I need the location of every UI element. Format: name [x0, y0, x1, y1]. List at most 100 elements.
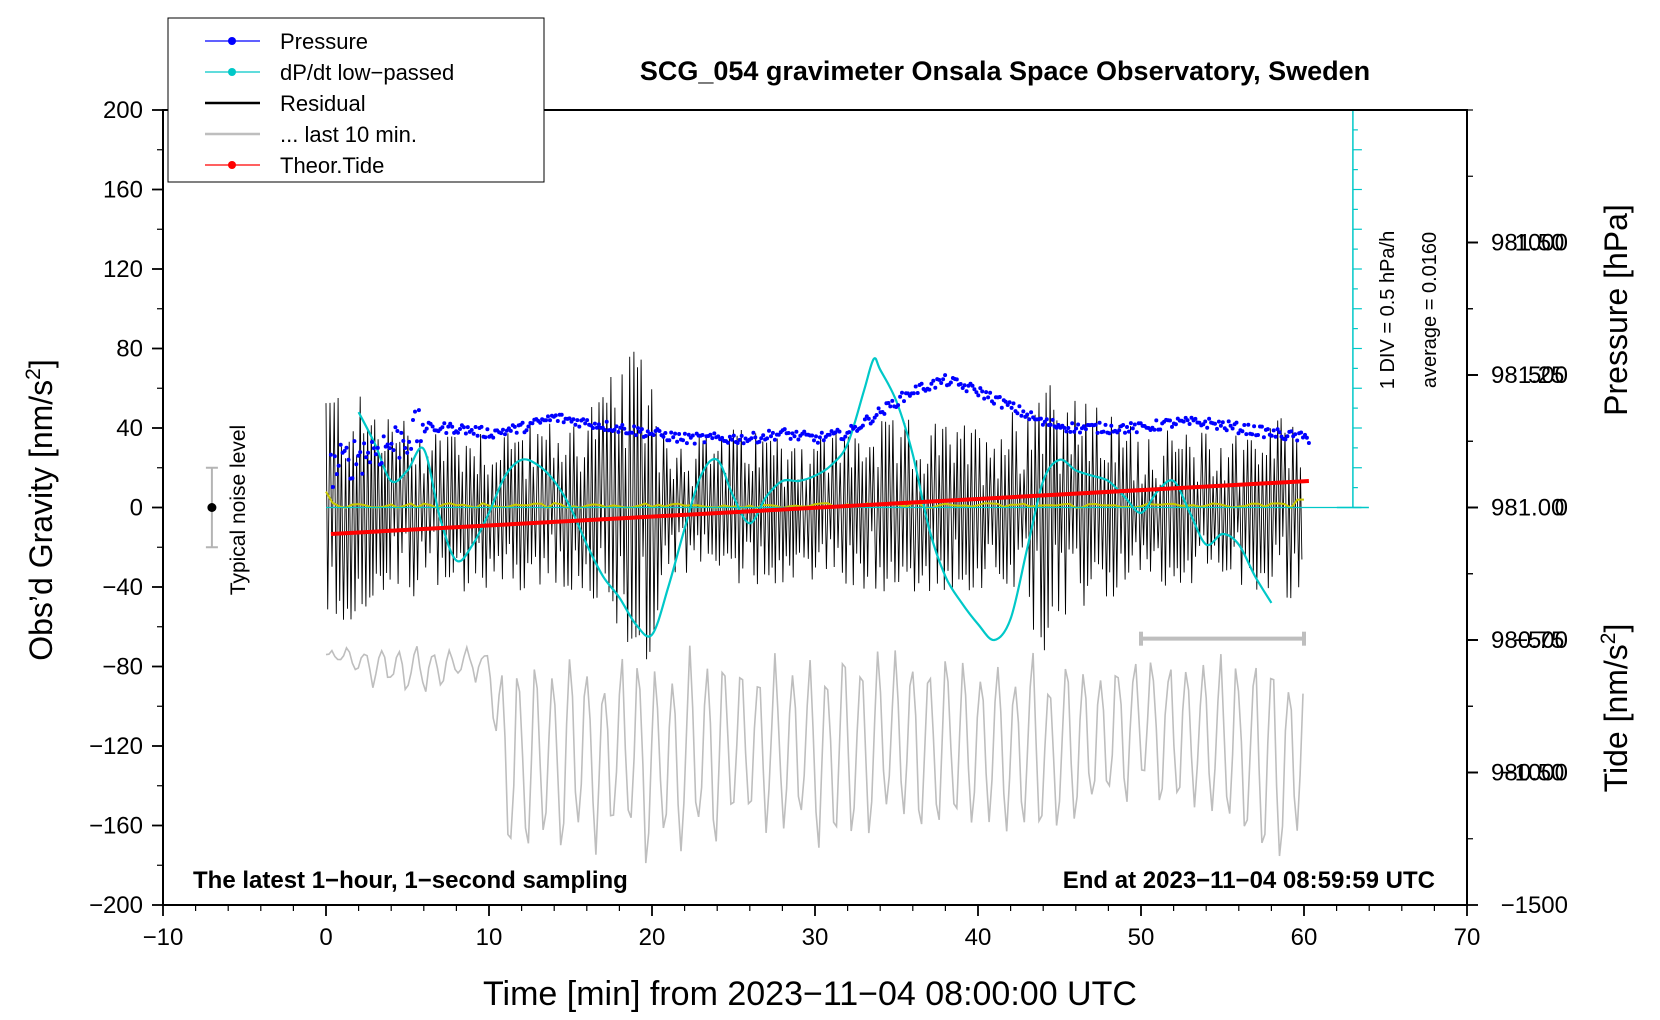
pressure-point: [471, 431, 476, 436]
pressure-point: [1017, 404, 1022, 409]
x-tick-label: 20: [639, 924, 666, 951]
pressure-point: [1173, 422, 1178, 427]
pressure-point: [594, 425, 599, 430]
y-axis-label-tide-main: Tide [nm/s: [1598, 644, 1634, 792]
pressure-point: [420, 422, 425, 427]
pressure-point: [1062, 425, 1067, 430]
pressure-point: [405, 450, 410, 455]
pressure-point: [395, 429, 400, 433]
pressure-point: [469, 428, 474, 432]
pressure-point: [1269, 433, 1274, 438]
pressure-point: [888, 404, 893, 409]
pressure-point: [591, 426, 595, 430]
pressure-point: [397, 455, 402, 460]
pressure-point: [555, 419, 560, 423]
pressure-point: [639, 427, 644, 432]
pressure-point: [751, 430, 756, 435]
pressure-point: [874, 413, 879, 417]
y-axis-label-left-main: Obs’d Gravity [nm/s: [23, 380, 59, 661]
x-tick-label: −10: [143, 924, 184, 951]
pressure-point: [1277, 430, 1282, 435]
series-pressure: [328, 373, 1311, 489]
x-tick-label: 0: [319, 924, 332, 951]
pressure-point: [814, 434, 818, 439]
pressure-point: [456, 430, 460, 435]
pressure-point: [675, 439, 680, 444]
pressure-point: [769, 434, 773, 439]
pressure-point: [1003, 399, 1008, 404]
pressure-point: [442, 421, 447, 426]
pressure-point: [483, 435, 488, 440]
pressure-point: [686, 432, 691, 437]
pressure-point: [860, 423, 865, 428]
pressure-point: [1240, 429, 1245, 434]
pressure-point: [1283, 437, 1288, 442]
pressure-point: [753, 435, 758, 440]
pressure-point: [585, 418, 590, 423]
x-tick-label: 10: [476, 924, 503, 951]
pressure-point: [1050, 417, 1055, 422]
chart-title: SCG_054 gravimeter Onsala Space Observat…: [640, 56, 1370, 86]
pressure-point: [982, 396, 987, 401]
pressure-point: [900, 390, 904, 395]
pressure-point: [1070, 421, 1075, 426]
pressure-point: [1303, 432, 1307, 437]
pressure-point: [919, 381, 924, 386]
y-tick-label: 0: [130, 495, 143, 522]
noise-level-label: Typical noise level: [227, 425, 250, 595]
pressure-point: [1224, 428, 1229, 433]
pressure-point: [612, 427, 617, 432]
pressure-point: [810, 433, 815, 438]
pressure-point: [1128, 421, 1133, 426]
pressure-point: [1181, 419, 1186, 424]
pressure-point: [1187, 422, 1192, 426]
pressure-point: [913, 384, 918, 389]
pressure-point: [970, 383, 975, 388]
pressure-point: [1289, 429, 1294, 434]
pressure-point: [931, 378, 936, 383]
noise-level-dot: [207, 503, 217, 512]
y-tick-label: 200: [103, 97, 143, 124]
pressure-point: [739, 433, 744, 438]
pressure-point: [463, 431, 468, 436]
pressure-point: [571, 417, 576, 422]
pressure-point: [344, 445, 349, 450]
pressure-tick-label: 981.25: [1491, 362, 1564, 389]
pressure-point: [1234, 420, 1239, 425]
pressure-point: [954, 377, 959, 382]
pressure-point: [1213, 421, 1217, 426]
pressure-point: [592, 421, 597, 426]
pressure-point: [1130, 426, 1135, 431]
pressure-point: [792, 434, 797, 439]
pressure-point: [770, 430, 775, 435]
pressure-point: [1252, 424, 1257, 429]
legend-label: Theor.Tide: [280, 153, 384, 178]
pressure-point: [385, 442, 390, 447]
pressure-point: [997, 395, 1002, 399]
x-tick-label: 60: [1291, 924, 1318, 951]
y-tick-label: −160: [89, 813, 143, 840]
pressure-point: [330, 485, 335, 489]
pressure-point: [1261, 435, 1266, 440]
pressure-point: [407, 439, 412, 444]
x-tick-label: 50: [1128, 924, 1155, 951]
pressure-point: [1066, 426, 1071, 430]
pressure-point: [862, 417, 867, 422]
pressure-point: [503, 432, 507, 437]
pressure-point: [546, 414, 550, 419]
pressure-point: [422, 429, 427, 434]
pressure-point: [373, 452, 378, 457]
pressure-point: [491, 435, 496, 440]
pressure-point: [815, 440, 820, 445]
pressure-point: [866, 416, 871, 421]
pressure-point: [630, 430, 635, 435]
pressure-point: [350, 476, 355, 481]
pressure-point: [812, 438, 816, 443]
pressure-point: [1056, 423, 1061, 427]
pressure-point: [370, 440, 374, 444]
pressure-point: [634, 433, 638, 438]
pressure-point: [514, 430, 519, 435]
pressure-point: [391, 448, 396, 453]
pressure-point: [548, 418, 552, 423]
pressure-point: [898, 394, 903, 399]
